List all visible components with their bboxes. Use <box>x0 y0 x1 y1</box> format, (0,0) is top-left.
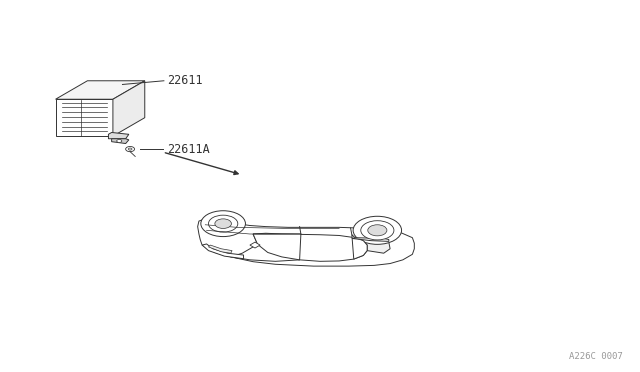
Polygon shape <box>364 234 390 253</box>
Circle shape <box>368 225 387 236</box>
Polygon shape <box>113 81 145 136</box>
Polygon shape <box>198 219 414 266</box>
Polygon shape <box>231 244 300 261</box>
Circle shape <box>125 147 134 152</box>
Circle shape <box>209 215 238 232</box>
Polygon shape <box>250 242 260 248</box>
Polygon shape <box>209 245 232 253</box>
Polygon shape <box>111 139 129 144</box>
Polygon shape <box>56 99 113 136</box>
Circle shape <box>361 221 394 240</box>
Circle shape <box>215 219 232 228</box>
Circle shape <box>353 216 401 244</box>
Circle shape <box>201 211 246 237</box>
Text: A226C 0007: A226C 0007 <box>569 352 623 361</box>
Polygon shape <box>253 234 301 260</box>
Polygon shape <box>56 81 145 99</box>
Text: 22611: 22611 <box>167 74 203 87</box>
Text: 22611A: 22611A <box>167 142 210 155</box>
Polygon shape <box>352 235 367 259</box>
Circle shape <box>116 140 122 142</box>
Polygon shape <box>352 238 389 241</box>
Polygon shape <box>253 233 367 261</box>
Circle shape <box>128 148 132 150</box>
Polygon shape <box>108 132 129 139</box>
Polygon shape <box>202 244 244 259</box>
